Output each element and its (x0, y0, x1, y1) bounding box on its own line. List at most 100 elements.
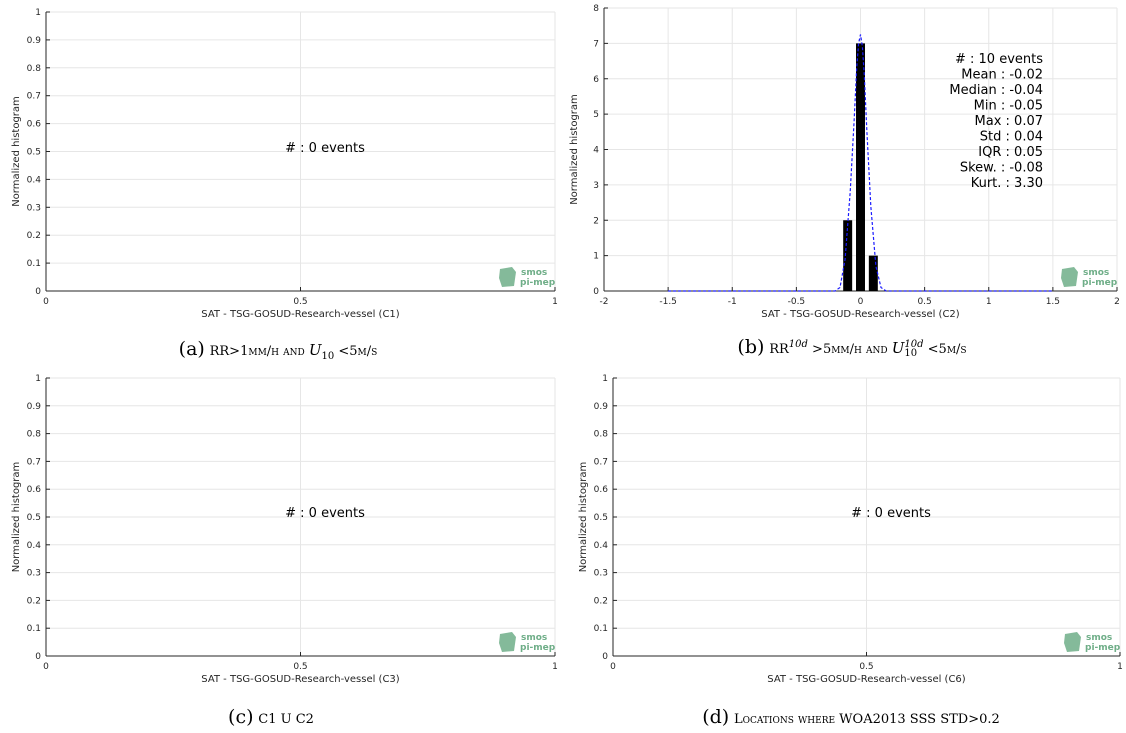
y-tick-label: 0.2 (27, 231, 41, 241)
x-axis-label: SAT - TSG-GOSUD-Research-vessel (C1) (201, 309, 400, 320)
y-tick-label: 5 (593, 110, 599, 120)
y-tick-label: 0 (35, 652, 41, 662)
x-tick-label: 1 (1117, 662, 1123, 672)
x-tick-label: 2 (1114, 297, 1120, 307)
caption-c-label: (c) (228, 706, 254, 728)
stats-annotation: IQR : 0.05 (978, 145, 1043, 160)
x-tick-label: 0 (43, 297, 49, 307)
caption-d-text: Locations where WOA2013 SSS STD>0.2 (734, 712, 1000, 727)
chart-b: 0 1 2 3 4 5 6 7 8 -2 -1.5 -1 -0.5 0 0.5 1 1.5 2 SAT - TSG-… (569, 4, 1120, 320)
stats-annotation: Skew. : -0.08 (960, 161, 1043, 176)
y-tick-label: 0.4 (27, 175, 42, 185)
y-tick-label: 0.6 (27, 485, 42, 495)
y-axis-label: Normalized histogram (11, 96, 22, 207)
y-tick-label: 1 (593, 252, 599, 262)
y-tick-label: 0.5 (594, 513, 608, 523)
y-tick-label: 0.9 (27, 36, 42, 46)
caption-b-sup-1: 10d (788, 339, 808, 350)
y-tick-label: 0.5 (27, 513, 41, 523)
logo-text-bottom: pi-mep (520, 278, 556, 288)
stats-annotation: Std : 0.04 (980, 130, 1043, 145)
logo-mark (1064, 632, 1081, 652)
y-tick-label: 0.1 (594, 624, 608, 634)
x-tick-label: 0.5 (917, 297, 931, 307)
x-tick-label: 1 (552, 662, 558, 672)
y-tick-label: 0.6 (594, 485, 609, 495)
stats-annotation: Median : -0.04 (949, 83, 1043, 98)
y-tick-label: 1 (602, 374, 608, 384)
y-tick-label: 0.3 (27, 203, 41, 213)
histogram-bar (856, 43, 865, 291)
logo-text-bottom: pi-mep (520, 643, 556, 653)
x-tick-label: -1.5 (659, 297, 677, 307)
caption-d-label: (d) (702, 706, 730, 728)
caption-b-sup-2: 10d (904, 339, 924, 350)
stats-annotation: # : 0 events (285, 141, 365, 156)
stats-annotation: Min : -0.05 (974, 99, 1043, 114)
caption-c: (c) C1 U C2 (228, 706, 314, 728)
y-tick-label: 8 (593, 4, 599, 14)
y-tick-label: 0 (593, 287, 599, 297)
caption-b-text-1: RR (769, 342, 789, 357)
y-tick-label: 0.3 (27, 569, 41, 579)
y-tick-label: 0.9 (594, 402, 609, 412)
y-tick-label: 4 (593, 146, 599, 156)
x-tick-label: 1 (986, 297, 992, 307)
logo-mark (499, 632, 516, 652)
y-tick-label: 1 (35, 374, 41, 384)
logo-mark (499, 267, 516, 287)
x-tick-label: 0 (858, 297, 864, 307)
caption-b-label: (b) (737, 336, 765, 358)
gaussian-fit-line (668, 34, 1053, 292)
stats-annotation: Mean : -0.02 (961, 68, 1043, 83)
chart-d: 0 0.1 0.2 0.3 0.4 0.5 0.6 0.7 0.8 0.9 1 0 0.5 1 SAT - … (578, 374, 1123, 685)
y-tick-label: 1 (35, 8, 41, 18)
y-tick-label: 0.4 (594, 541, 609, 551)
y-tick-label: 0.8 (27, 64, 42, 74)
caption-a-label: (a) (178, 338, 205, 360)
y-tick-label: 0.1 (27, 259, 41, 269)
caption-b-text-3: <5m/s (923, 342, 967, 357)
y-tick-label: 0 (602, 652, 608, 662)
caption-a-text-2: <5m/s (334, 344, 378, 359)
y-tick-label: 7 (593, 39, 599, 49)
x-tick-label: 1 (552, 297, 558, 307)
chart-c: 0 0.1 0.2 0.3 0.4 0.5 0.6 0.7 0.8 0.9 1 0 0.5 1 SAT - … (11, 374, 558, 685)
caption-b: (b) RR10d >5mm/h and U 10d 10 <5m/s (737, 336, 967, 359)
y-tick-label: 0.7 (27, 92, 41, 102)
y-axis-label: Normalized histogram (569, 94, 580, 205)
caption-a-text-1: RR>1mm/h and (209, 344, 309, 359)
y-tick-label: 0.4 (27, 541, 42, 551)
y-tick-label: 2 (593, 216, 599, 226)
chart-a: 0 0.1 0.2 0.3 0.4 0.5 0.6 0.7 0.8 0.9 1 0 0.5 1 SAT - … (11, 8, 558, 320)
y-axis-label: Normalized histogram (11, 462, 22, 573)
x-tick-label: 0.5 (293, 297, 307, 307)
logo-text-top: smos (1083, 268, 1109, 278)
logo-mark (1061, 267, 1078, 287)
y-axis-label: Normalized histogram (578, 462, 589, 573)
y-tick-label: 0.8 (594, 430, 609, 440)
x-tick-label: 0 (43, 662, 49, 672)
y-tick-label: 0.3 (594, 569, 608, 579)
x-tick-label: 0.5 (859, 662, 873, 672)
caption-b-sub: 10 (904, 348, 918, 359)
caption-d: (d) Locations where WOA2013 SSS STD>0.2 (702, 706, 1000, 728)
histogram-bar (843, 220, 853, 291)
y-tick-label: 0.7 (27, 457, 41, 467)
y-tick-label: 0.1 (27, 624, 41, 634)
y-tick-label: 0.5 (27, 148, 41, 158)
x-tick-label: -1 (728, 297, 737, 307)
logo-text-top: smos (521, 268, 547, 278)
y-tick-label: 0.2 (594, 596, 608, 606)
stats-annotation: Max : 0.07 (975, 114, 1043, 129)
y-tick-label: 0.2 (27, 596, 41, 606)
stats-annotation: # : 0 events (851, 506, 931, 521)
caption-b-subsup: 10d 10 (904, 339, 924, 359)
y-tick-label: 0.6 (27, 120, 42, 130)
stats-annotation: # : 0 events (285, 506, 365, 521)
x-axis-label: SAT - TSG-GOSUD-Research-vessel (C3) (201, 674, 400, 685)
y-tick-label: 6 (593, 75, 599, 85)
